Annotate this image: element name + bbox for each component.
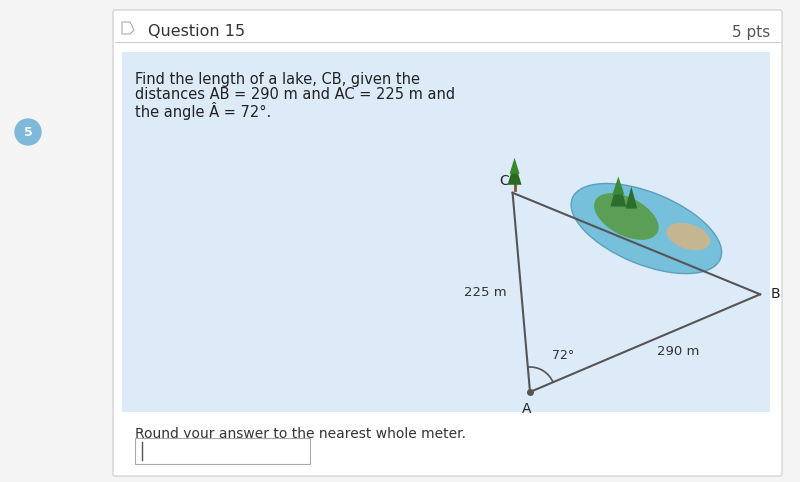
Ellipse shape [666, 223, 710, 250]
Text: 5: 5 [24, 125, 32, 138]
Text: 5 pts: 5 pts [732, 25, 770, 40]
Text: 72°: 72° [552, 349, 574, 362]
FancyBboxPatch shape [135, 438, 310, 464]
Polygon shape [610, 178, 626, 207]
Text: distances AB = 290 m and AC = 225 m and: distances AB = 290 m and AC = 225 m and [135, 87, 455, 102]
Polygon shape [626, 187, 638, 209]
Polygon shape [612, 176, 624, 195]
Polygon shape [122, 22, 134, 34]
Text: C: C [499, 174, 509, 188]
Polygon shape [507, 162, 522, 185]
Polygon shape [510, 158, 519, 174]
Text: 290 m: 290 m [657, 345, 699, 358]
FancyBboxPatch shape [113, 10, 782, 476]
Ellipse shape [594, 193, 658, 240]
Text: A: A [522, 402, 532, 416]
Text: Question 15: Question 15 [148, 25, 245, 40]
FancyBboxPatch shape [122, 52, 770, 412]
Text: the angle Â = 72°.: the angle Â = 72°. [135, 102, 271, 120]
Text: Find the length of a lake, CB, given the: Find the length of a lake, CB, given the [135, 72, 420, 87]
Text: Round your answer to the nearest whole meter.: Round your answer to the nearest whole m… [135, 427, 466, 441]
Text: B: B [770, 287, 780, 301]
Ellipse shape [571, 184, 722, 274]
Text: 225 m: 225 m [464, 286, 506, 299]
Circle shape [15, 119, 41, 145]
